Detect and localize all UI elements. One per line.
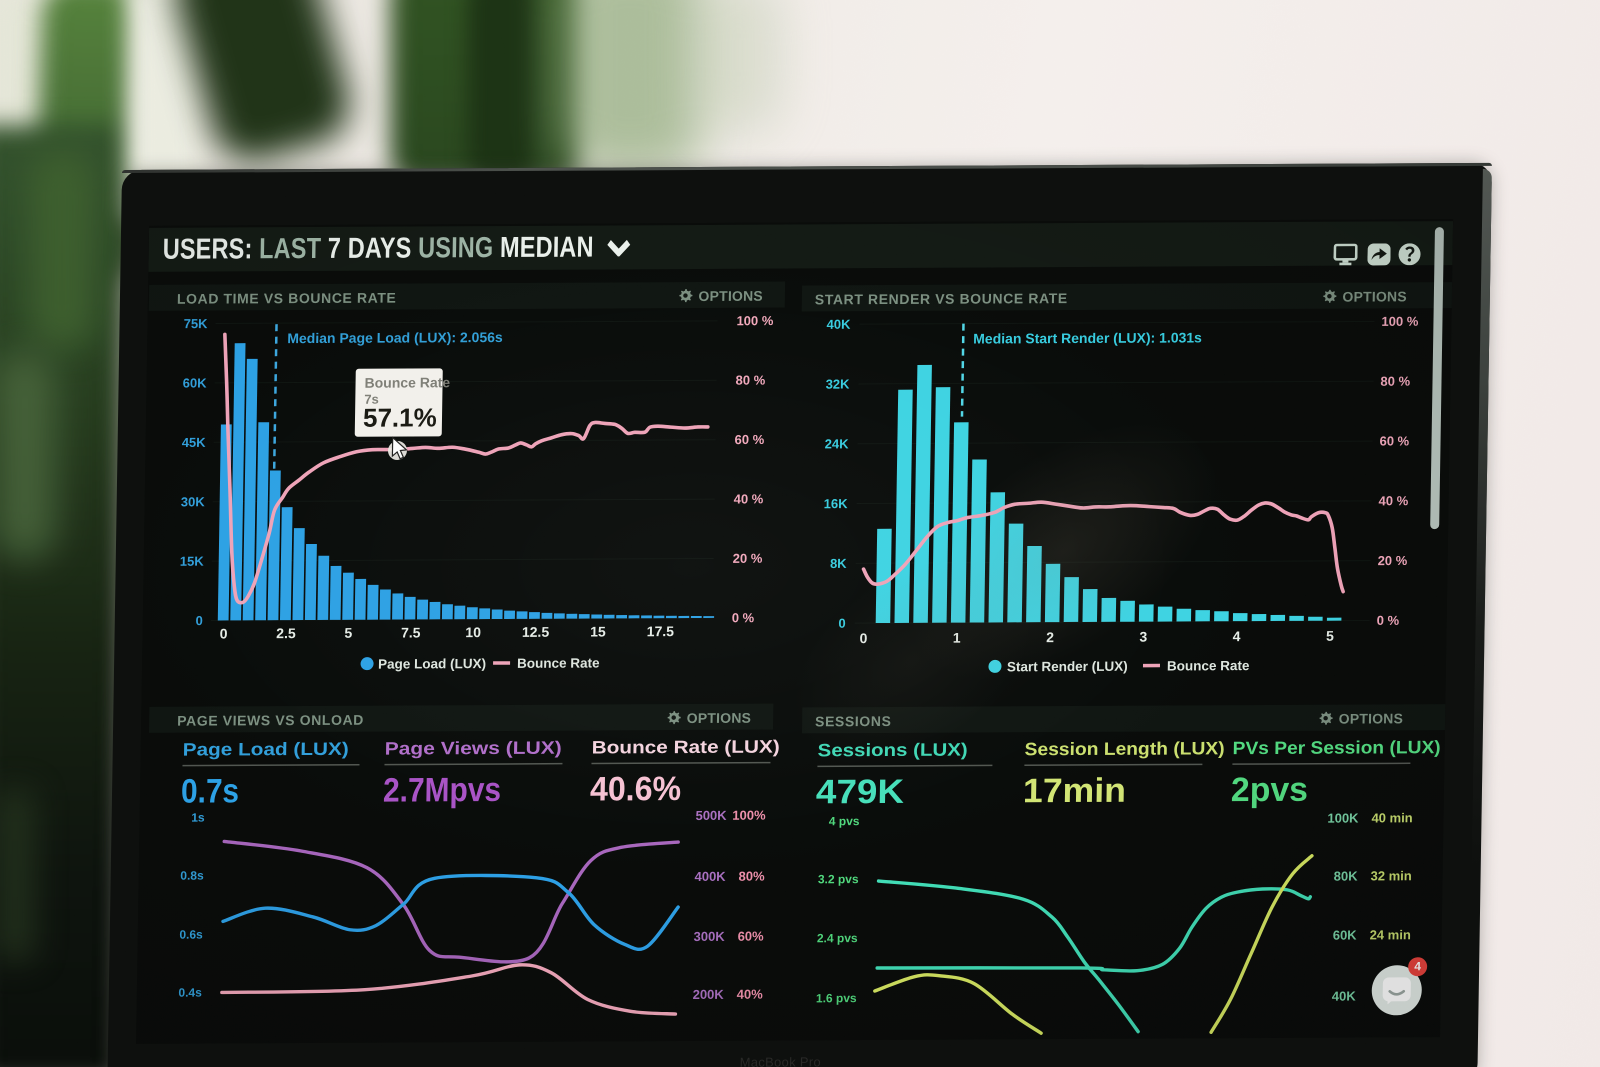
svg-text:200K: 200K: [693, 987, 725, 1002]
svg-text:1.6 pvs: 1.6 pvs: [816, 991, 857, 1005]
svg-text:300K: 300K: [693, 929, 725, 944]
svg-text:PVs Per Session (LUX): PVs Per Session (LUX): [1232, 737, 1440, 758]
svg-text:4 pvs: 4 pvs: [829, 814, 860, 828]
svg-text:60K: 60K: [183, 375, 208, 390]
svg-text:479K: 479K: [816, 773, 905, 811]
svg-text:Bounce Rate: Bounce Rate: [517, 655, 600, 670]
svg-text:80 %: 80 %: [1380, 374, 1410, 389]
svg-text:32K: 32K: [826, 376, 851, 391]
svg-text:80%: 80%: [738, 869, 765, 884]
svg-text:4: 4: [1233, 628, 1241, 644]
svg-text:40K: 40K: [826, 317, 851, 332]
svg-text:15: 15: [590, 623, 606, 639]
svg-text:500K: 500K: [695, 808, 727, 823]
svg-text:40%: 40%: [737, 987, 764, 1002]
svg-text:20 %: 20 %: [1378, 553, 1408, 568]
svg-text:100K: 100K: [1327, 811, 1359, 826]
svg-text:0.8s: 0.8s: [180, 869, 204, 883]
svg-text:5: 5: [1326, 628, 1334, 644]
svg-text:17min: 17min: [1023, 772, 1127, 811]
svg-text:2.7Mpvs: 2.7Mpvs: [383, 771, 502, 810]
svg-text:0 %: 0 %: [1377, 613, 1400, 628]
svg-text:17.5: 17.5: [647, 623, 675, 639]
svg-text:3.2 pvs: 3.2 pvs: [818, 872, 859, 886]
svg-text:2.4 pvs: 2.4 pvs: [817, 931, 858, 945]
svg-text:45K: 45K: [182, 435, 207, 450]
svg-text:5: 5: [344, 625, 352, 641]
svg-text:Median Start Render (LUX): 1.0: Median Start Render (LUX): 1.031s: [973, 329, 1202, 346]
svg-text:1: 1: [953, 630, 961, 646]
svg-text:7s: 7s: [364, 392, 379, 407]
svg-text:Bounce Rate: Bounce Rate: [1167, 658, 1250, 673]
svg-text:100%: 100%: [732, 808, 766, 823]
svg-text:60K: 60K: [1333, 928, 1358, 943]
svg-text:Page Load (LUX): Page Load (LUX): [183, 739, 349, 760]
svg-text:0 %: 0 %: [732, 610, 755, 625]
svg-text:Start Render (LUX): Start Render (LUX): [1007, 659, 1128, 675]
svg-text:40 %: 40 %: [734, 491, 764, 506]
svg-text:20 %: 20 %: [733, 551, 763, 566]
svg-text:16K: 16K: [824, 496, 849, 511]
svg-text:60 %: 60 %: [735, 432, 765, 447]
svg-text:0: 0: [220, 625, 228, 641]
svg-text:2: 2: [1046, 629, 1054, 645]
svg-text:2.5: 2.5: [276, 625, 296, 641]
svg-text:400K: 400K: [694, 869, 726, 884]
svg-text:Bounce Rate (LUX): Bounce Rate (LUX): [592, 737, 780, 758]
svg-text:30K: 30K: [181, 494, 206, 509]
svg-text:0.6s: 0.6s: [179, 928, 203, 942]
svg-text:Median Page Load (LUX): 2.056s: Median Page Load (LUX): 2.056s: [287, 329, 503, 346]
svg-text:7.5: 7.5: [401, 624, 421, 640]
svg-text:24K: 24K: [825, 436, 850, 451]
svg-text:0.4s: 0.4s: [178, 986, 202, 1000]
svg-text:32 min: 32 min: [1370, 868, 1411, 883]
svg-text:Session Length (LUX): Session Length (LUX): [1024, 738, 1224, 759]
svg-text:80K: 80K: [1334, 869, 1359, 884]
svg-text:Bounce Rate: Bounce Rate: [364, 374, 450, 390]
svg-text:24 min: 24 min: [1370, 927, 1411, 942]
svg-text:0: 0: [859, 630, 867, 646]
svg-text:10: 10: [465, 624, 481, 640]
svg-text:40 %: 40 %: [1378, 493, 1408, 508]
svg-text:Sessions (LUX): Sessions (LUX): [817, 740, 967, 761]
svg-text:75K: 75K: [184, 316, 209, 331]
svg-text:80 %: 80 %: [735, 373, 765, 388]
svg-text:40 min: 40 min: [1371, 810, 1412, 825]
svg-text:12.5: 12.5: [522, 624, 550, 640]
svg-text:Page Views (LUX): Page Views (LUX): [385, 738, 562, 759]
svg-text:0.7s: 0.7s: [181, 772, 240, 810]
svg-text:0: 0: [838, 616, 845, 631]
svg-text:Page Load (LUX): Page Load (LUX): [378, 656, 486, 672]
svg-text:8K: 8K: [830, 556, 847, 571]
svg-text:2pvs: 2pvs: [1231, 771, 1309, 809]
svg-text:15K: 15K: [180, 554, 205, 569]
svg-text:1s: 1s: [191, 811, 205, 825]
svg-text:60 %: 60 %: [1379, 433, 1409, 448]
svg-text:3: 3: [1139, 629, 1147, 645]
svg-text:40.6%: 40.6%: [590, 770, 682, 808]
svg-text:40K: 40K: [1332, 989, 1357, 1004]
svg-text:100 %: 100 %: [1381, 314, 1419, 329]
svg-text:0: 0: [195, 613, 202, 628]
svg-text:57.1%: 57.1%: [363, 402, 437, 432]
svg-text:100 %: 100 %: [736, 313, 774, 328]
svg-text:60%: 60%: [738, 929, 765, 944]
